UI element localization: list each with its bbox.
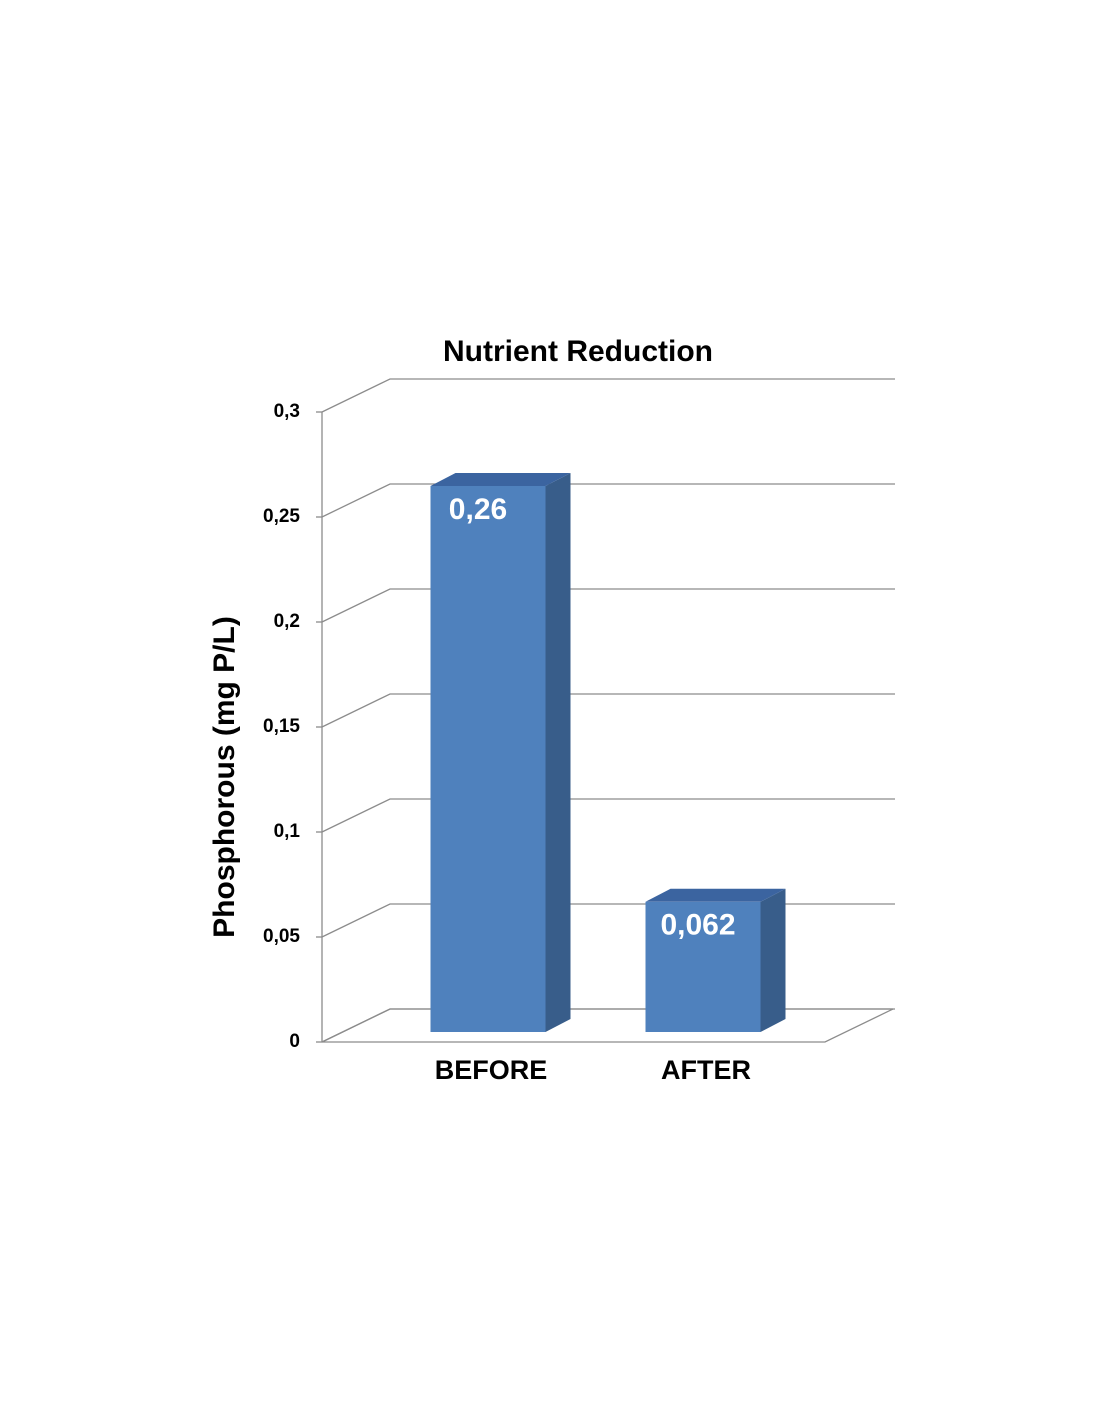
grid-line: [321, 378, 895, 413]
y-tick-label: 0: [289, 1031, 300, 1052]
bar-top: [430, 473, 571, 486]
grid-line: [321, 1008, 895, 1043]
bar-side: [760, 888, 786, 1032]
x-tick-label: AFTER: [661, 1055, 751, 1085]
y-axis-label: Phosphorous (mg P/L): [208, 616, 241, 938]
grid-line: [321, 483, 895, 518]
grid-line: [321, 693, 895, 728]
bar-top: [645, 888, 786, 902]
x-tick-label: BEFORE: [435, 1055, 548, 1085]
bar-side: [545, 473, 571, 1032]
y-tick-label: 0,15: [263, 716, 300, 737]
data-label: 0,062: [660, 909, 735, 942]
grid-line: [321, 903, 895, 938]
chart-title: Nutrient Reduction: [443, 335, 713, 368]
bar: [430, 486, 546, 1032]
y-tick-label: 0,3: [274, 401, 300, 422]
grid-line: [321, 798, 895, 833]
y-tick-label: 0,2: [274, 611, 300, 632]
data-label: 0,26: [449, 493, 507, 526]
y-tick-label: 0,25: [263, 506, 300, 527]
floor: [321, 1008, 894, 1043]
grid-line: [321, 588, 895, 623]
bar: [645, 901, 761, 1032]
y-tick-label: 0,05: [263, 926, 300, 947]
y-tick-label: 0,1: [274, 821, 301, 842]
